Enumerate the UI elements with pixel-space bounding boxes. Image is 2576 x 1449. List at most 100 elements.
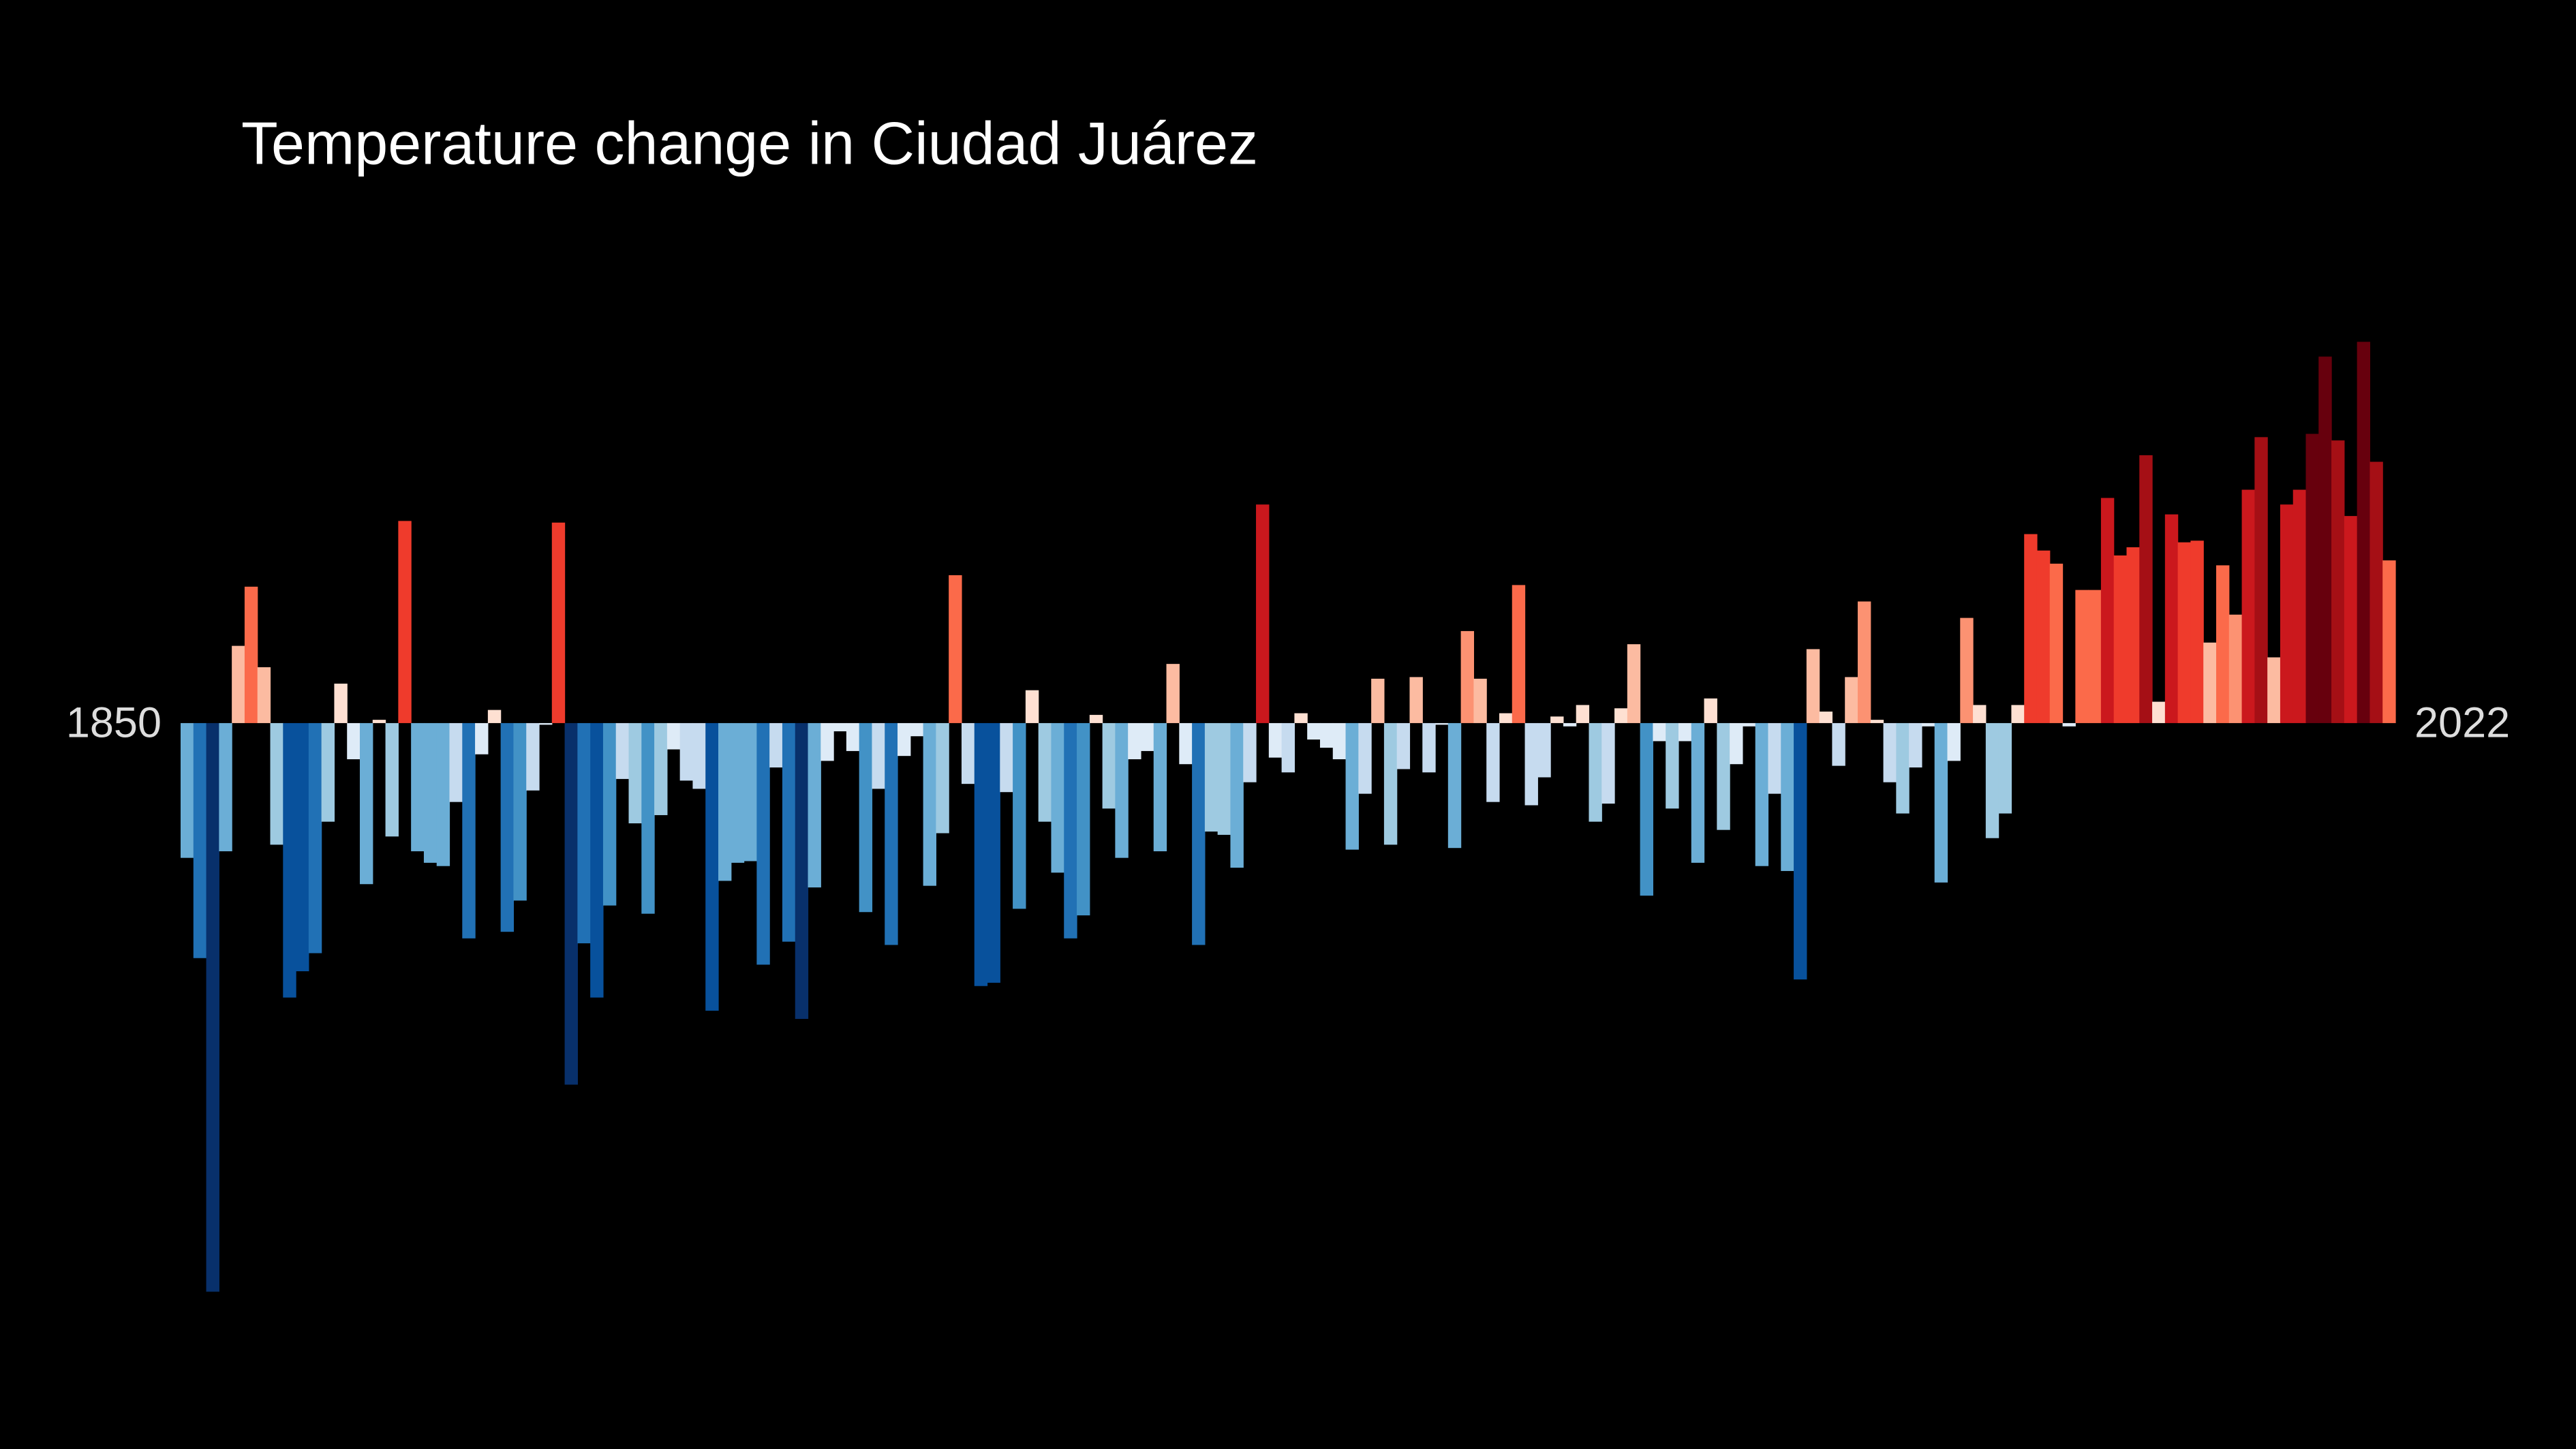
bar <box>1077 722 1090 916</box>
bar <box>257 667 271 723</box>
bar <box>1422 722 1436 773</box>
bar <box>2280 504 2294 723</box>
bar <box>705 722 719 1011</box>
bar <box>1537 722 1551 778</box>
bar <box>360 722 373 885</box>
bar <box>551 522 566 723</box>
bar <box>628 722 642 824</box>
bar <box>2254 437 2268 723</box>
bar <box>2318 356 2332 723</box>
bar <box>666 722 681 750</box>
bar <box>283 722 296 998</box>
bar <box>1563 722 1577 727</box>
bar <box>743 722 757 861</box>
bar <box>193 722 207 958</box>
bar <box>859 722 873 913</box>
bar <box>1064 722 1077 939</box>
bar <box>1806 649 1820 723</box>
x-tick-label: 2022 <box>2414 699 2510 747</box>
bar <box>1486 722 1500 802</box>
bar <box>2382 560 2396 723</box>
bar <box>577 722 591 944</box>
bar <box>1550 716 1564 723</box>
bar <box>513 722 527 901</box>
bar <box>1332 722 1347 759</box>
bar <box>846 722 860 751</box>
bar <box>347 722 361 759</box>
bar <box>1921 722 1935 727</box>
bar <box>1998 722 2012 814</box>
bar <box>564 722 578 1085</box>
bar <box>1460 630 1474 723</box>
bar <box>2126 547 2140 723</box>
bar <box>1358 722 1372 794</box>
bar <box>1435 722 1449 725</box>
bar <box>2215 565 2230 723</box>
bar <box>910 722 924 737</box>
bar <box>1051 722 1064 873</box>
bar <box>1947 722 1961 761</box>
bar <box>833 722 847 731</box>
bar <box>1985 722 1999 838</box>
bar <box>602 722 617 906</box>
bar <box>1512 585 1526 723</box>
bar <box>654 722 668 815</box>
bar <box>526 722 540 791</box>
bar <box>1704 698 1717 723</box>
bar <box>1140 722 1154 751</box>
bar <box>1230 722 1244 868</box>
bar <box>898 722 911 757</box>
chart-title: Temperature change in Ciudad Juárez <box>241 109 1258 177</box>
bar <box>500 722 515 932</box>
bar <box>1013 722 1026 909</box>
bar <box>1153 722 1167 852</box>
bar <box>872 722 885 789</box>
bar <box>1102 722 1116 809</box>
bar <box>232 645 245 723</box>
bar <box>2049 564 2064 723</box>
bar <box>1038 722 1052 822</box>
bar <box>718 722 732 881</box>
bar <box>1845 677 1858 723</box>
bar <box>1678 722 1692 742</box>
bar <box>2331 440 2345 723</box>
bar <box>1909 722 1922 768</box>
bar <box>423 722 438 863</box>
bar <box>692 722 706 789</box>
bar <box>1294 713 1308 723</box>
bar <box>1742 722 1756 727</box>
bar <box>1794 722 1807 980</box>
bar <box>475 722 489 754</box>
bar <box>590 722 604 998</box>
bar <box>1409 677 1423 723</box>
bar <box>2293 489 2307 723</box>
bar <box>1717 722 1730 830</box>
bar <box>1115 722 1129 858</box>
bar <box>1345 722 1359 850</box>
bar <box>1857 601 1871 723</box>
bar <box>1025 690 1039 723</box>
bar <box>1217 722 1231 835</box>
bar <box>1447 722 1462 849</box>
bar <box>539 722 553 725</box>
bar <box>1640 722 1654 896</box>
bar <box>1576 705 1590 723</box>
bar <box>1396 722 1411 769</box>
bar <box>2100 498 2115 723</box>
bar <box>2370 461 2383 723</box>
bar <box>398 521 412 723</box>
bar <box>1730 722 1743 765</box>
bar <box>808 722 821 888</box>
bar <box>1473 678 1487 723</box>
bar <box>1319 722 1334 748</box>
bar <box>1755 722 1769 866</box>
bar <box>2024 534 2038 723</box>
bar <box>2011 705 2025 723</box>
bar <box>2241 489 2255 723</box>
bar <box>372 720 386 723</box>
bar <box>2139 455 2153 723</box>
bar <box>1268 722 1283 758</box>
bar <box>308 722 322 954</box>
bar <box>1870 720 1884 723</box>
